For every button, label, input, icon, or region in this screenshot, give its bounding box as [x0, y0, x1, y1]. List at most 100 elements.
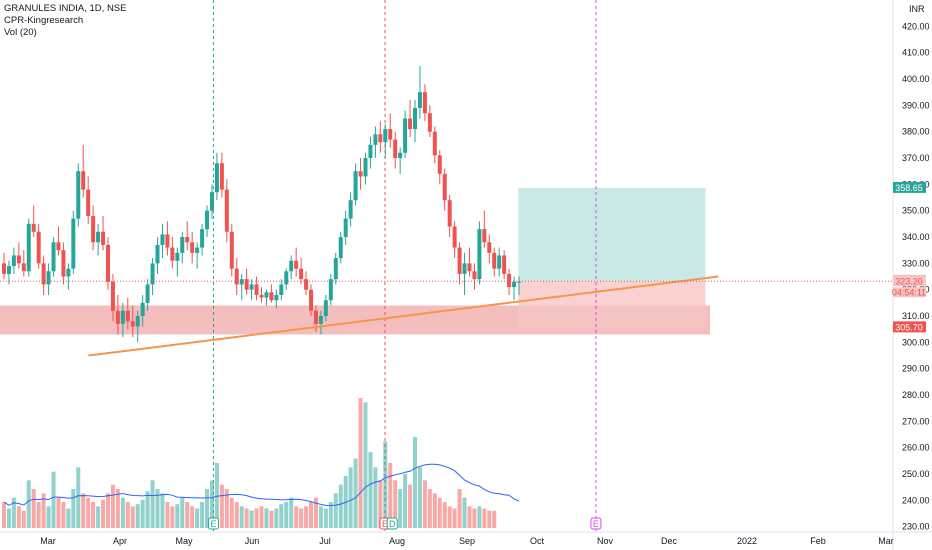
volume-bar — [333, 493, 338, 528]
volume-bar — [190, 506, 195, 528]
volume-bar — [328, 502, 333, 528]
candle-body — [195, 247, 200, 253]
volume-bar — [472, 508, 477, 528]
candle-body — [413, 107, 418, 130]
volume-bar — [145, 491, 150, 528]
candle-body — [51, 242, 56, 272]
candle-body — [507, 273, 512, 288]
candle-body — [81, 171, 86, 190]
candle-body — [517, 281, 521, 283]
volume-bar — [61, 502, 66, 528]
volume-bar — [125, 502, 130, 528]
indicator-label[interactable]: CPR-Kingresearch — [4, 15, 84, 26]
y-tick-label: 330.00 — [902, 258, 930, 268]
currency-label: INR — [909, 4, 925, 14]
volume-bar — [36, 502, 41, 528]
volume-bar — [487, 510, 492, 528]
volume-bar — [185, 502, 190, 528]
volume-bar — [299, 508, 304, 528]
event-marker-label: E — [593, 519, 599, 529]
event-marker — [386, 517, 398, 530]
candle-body — [239, 279, 244, 285]
volume-bar — [318, 506, 323, 528]
candle-body — [259, 294, 264, 298]
volume-bar — [56, 497, 61, 528]
candle-body — [353, 171, 358, 201]
volume-label[interactable]: Vol (20) — [4, 27, 37, 38]
x-tick-label: Sep — [459, 536, 475, 546]
candle-body — [512, 281, 517, 288]
volume-bar — [254, 508, 259, 528]
volume-bar — [96, 506, 101, 528]
y-tick-label: 350.00 — [902, 206, 930, 216]
candle-body — [219, 163, 224, 190]
volume-bar — [417, 467, 422, 528]
candle-body — [205, 210, 210, 230]
candle-body — [170, 247, 175, 261]
volume-bar — [447, 506, 452, 528]
volume-bar — [91, 502, 96, 528]
x-tick-label: Apr — [113, 536, 127, 546]
volume-bar — [41, 493, 46, 528]
candle-body — [26, 223, 31, 272]
x-tick-label: Feb — [810, 536, 826, 546]
candle-body — [244, 279, 249, 290]
y-tick-label: 310.00 — [902, 311, 930, 321]
candle-body — [76, 171, 81, 219]
candle-body — [234, 268, 239, 285]
candle-body — [120, 310, 125, 324]
candle-body — [304, 279, 309, 290]
volume-bar — [408, 484, 413, 528]
x-tick-label: Mar — [878, 536, 894, 546]
volume-bar — [229, 497, 234, 528]
candle-body — [323, 300, 328, 317]
volume-bar — [71, 489, 76, 528]
candle-body — [249, 284, 254, 290]
volume-bar — [11, 497, 16, 528]
price-tag-label: 323.20 — [895, 276, 923, 286]
candle-body — [264, 292, 269, 298]
volume-bar — [492, 510, 497, 528]
volume-bar — [437, 497, 442, 528]
candle-body — [101, 231, 106, 245]
volume-bar — [150, 480, 155, 528]
candle-body — [378, 134, 383, 143]
candle-body — [348, 200, 353, 219]
volume-bar — [31, 489, 36, 528]
volume-bar — [244, 508, 249, 528]
volume-bar — [259, 506, 264, 528]
candle-body — [299, 268, 304, 280]
volume-bar — [234, 502, 239, 528]
candle-body — [71, 218, 76, 269]
candle-body — [115, 310, 120, 324]
candle-body — [363, 158, 368, 177]
volume-bar — [175, 504, 180, 528]
volume-bar — [6, 508, 11, 528]
candle-body — [383, 129, 388, 143]
volume-bar — [86, 497, 91, 528]
candle-body — [200, 229, 205, 248]
x-tick-label: Aug — [389, 536, 405, 546]
volume-bar — [214, 463, 219, 528]
volume-bar — [155, 489, 160, 528]
y-tick-label: 250.00 — [902, 469, 930, 479]
candle-body — [437, 155, 442, 174]
candle-body — [442, 173, 447, 201]
candle-body — [313, 310, 318, 324]
price-tag-box — [893, 181, 926, 193]
candle-body — [254, 284, 259, 295]
volume-bar — [398, 489, 403, 528]
candle-body — [224, 189, 229, 232]
symbol-title[interactable]: GRANULES INDIA, 1D, NSE — [4, 3, 127, 14]
volume-bar — [160, 493, 165, 528]
volume-bar — [363, 402, 368, 528]
volume-bar — [383, 441, 388, 528]
volume-bar — [264, 508, 269, 528]
candle-body — [393, 139, 398, 159]
candle-body — [487, 242, 492, 253]
candle-body — [269, 292, 274, 301]
candle-body — [338, 237, 343, 259]
candle-body — [16, 255, 21, 264]
candle-body — [125, 310, 130, 322]
